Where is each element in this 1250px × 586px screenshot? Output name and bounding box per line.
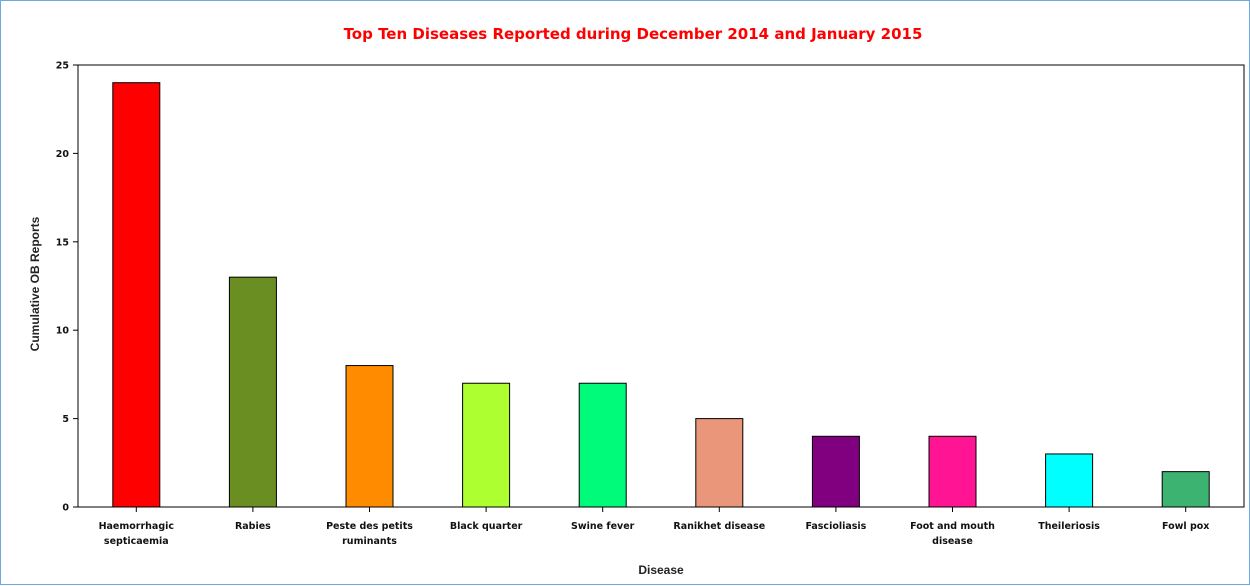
bar bbox=[345, 365, 394, 508]
bar bbox=[928, 435, 977, 508]
x-axis-label: Disease bbox=[638, 563, 684, 577]
x-tick-label: Black quarter bbox=[450, 521, 523, 532]
x-tick-label: disease bbox=[932, 536, 973, 547]
x-tick-label: ruminants bbox=[342, 536, 397, 547]
x-tick-label: Fascioliasis bbox=[805, 521, 866, 532]
bar bbox=[578, 382, 627, 508]
x-tick-label: Foot and mouth bbox=[910, 521, 995, 532]
x-tick-label: septicaemia bbox=[104, 536, 169, 547]
y-tick-label: 20 bbox=[56, 149, 70, 160]
y-tick-label: 5 bbox=[62, 414, 69, 425]
x-tick-label: Theileriosis bbox=[1038, 521, 1100, 532]
x-tick-label: Swine fever bbox=[571, 521, 635, 532]
chart-title: Top Ten Diseases Reported during Decembe… bbox=[344, 25, 923, 43]
bar bbox=[811, 435, 860, 508]
x-tick-label: Ranikhet disease bbox=[673, 521, 765, 532]
y-tick-label: 15 bbox=[56, 237, 69, 248]
x-tick-label: Fowl pox bbox=[1162, 521, 1209, 532]
bar bbox=[112, 82, 161, 508]
y-tick-label: 25 bbox=[56, 61, 69, 72]
y-tick-label: 10 bbox=[56, 326, 70, 337]
bar bbox=[1045, 453, 1094, 508]
bar bbox=[1161, 471, 1210, 508]
bar bbox=[228, 276, 277, 508]
y-tick-label: 0 bbox=[62, 503, 69, 514]
plot-border bbox=[77, 64, 1245, 508]
x-tick-label: Peste des petits bbox=[326, 521, 413, 532]
y-axis-label: Cumulative OB Reports bbox=[28, 216, 42, 351]
x-tick-label: Haemorrhagic bbox=[99, 521, 174, 532]
x-tick-label: Rabies bbox=[235, 521, 271, 532]
bar bbox=[695, 418, 744, 508]
bar bbox=[462, 382, 511, 508]
plot-area: 0 5 10 15 20 25 Haemorrhagic septicaemia Rabies P… bbox=[56, 61, 1245, 547]
